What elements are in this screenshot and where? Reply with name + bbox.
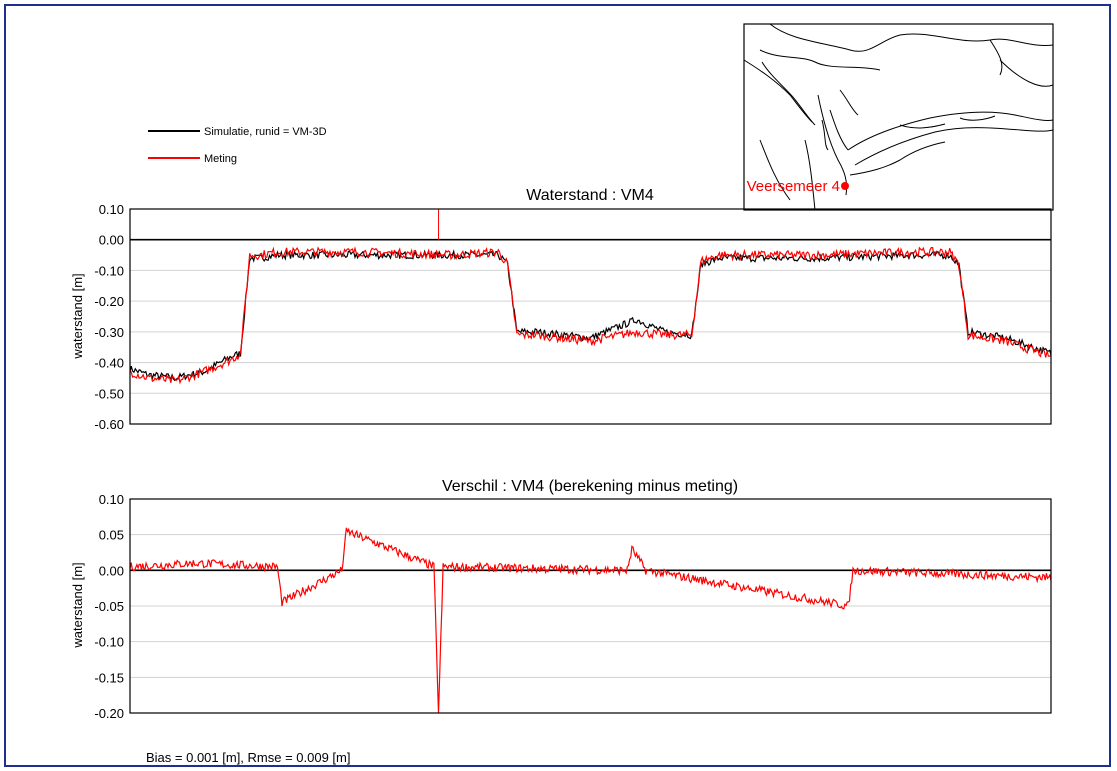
chart-title-waterstand: Waterstand : VM4 (526, 187, 654, 204)
y-tick-label: 0.00 (99, 563, 124, 578)
y-tick-label: -0.10 (94, 263, 124, 278)
y-tick-label: -0.05 (94, 599, 124, 614)
y-axis-label-verschil: waterstand [m] (70, 562, 85, 648)
verschil-chart: Verschil : VM4 (berekening minus meting)… (70, 478, 1052, 721)
y-tick-label: 0.00 (99, 233, 124, 248)
y-tick-label: -0.20 (94, 294, 124, 309)
map-coastline (743, 23, 1054, 211)
map-frame (743, 23, 1054, 211)
y-tick-label: -0.20 (94, 706, 124, 721)
legend: Simulatie, runid = VM-3D Meting (148, 126, 327, 165)
series-line-difference (129, 527, 1052, 714)
y-axis-label-waterstand: waterstand [m] (70, 273, 85, 359)
series-line-meting (129, 246, 1052, 385)
y-tick-label: -0.50 (94, 386, 124, 401)
station-marker (841, 182, 849, 190)
plot-area-frame (129, 208, 1052, 425)
y-tick-label: -0.40 (94, 356, 124, 371)
y-tick-label: 0.10 (99, 202, 124, 217)
legend-label-simulation: Simulatie, runid = VM-3D (204, 126, 327, 138)
waterstand-chart: Waterstand : VM4 waterstand [m] 0.10 0.00… (70, 187, 1052, 432)
y-tick-label: -0.15 (94, 670, 124, 685)
y-tick-label: -0.10 (94, 635, 124, 650)
plot-area-frame (129, 498, 1052, 714)
map-inset: Veersemeer 4 (743, 23, 1054, 211)
legend-label-measurement: Meting (204, 153, 237, 165)
y-tick-label: -0.60 (94, 417, 124, 432)
chart-title-verschil: Verschil : VM4 (berekening minus meting) (442, 478, 738, 495)
y-tick-label: 0.10 (99, 492, 124, 507)
station-label: Veersemeer 4 (747, 178, 840, 195)
stats-text: Bias = 0.001 [m], Rmse = 0.009 [m] (146, 750, 350, 765)
y-tick-label: 0.05 (99, 528, 124, 543)
y-tick-label: -0.30 (94, 325, 124, 340)
